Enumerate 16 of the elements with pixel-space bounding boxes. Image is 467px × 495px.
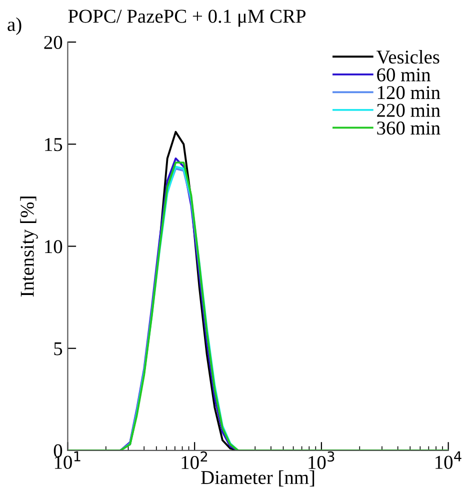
legend-label: 120 min: [378, 86, 440, 100]
y-tick-label: 15: [45, 138, 62, 152]
y-tick-label: 5: [54, 342, 62, 356]
text: a): [8, 17, 22, 35]
x-tick-label: 10$^{2}$: [182, 451, 208, 470]
legend-label: Vesicles: [376, 50, 440, 64]
y-axis-title: Intensity [%]: [20, 196, 38, 297]
legend-label: 360 min: [377, 122, 440, 135]
legend-label: 60 min: [377, 68, 431, 82]
legend-label: 220 min: [377, 104, 440, 117]
y-tick-label: 20: [44, 36, 62, 50]
y-tick-label: 10: [45, 240, 62, 254]
x-axis-title: Diameter [nm]: [201, 470, 314, 487]
x-tick-label: 10$^{4}$: [436, 451, 462, 469]
chart-title: POPC/ PazePC + 0.1 μM CRP: [68, 10, 306, 27]
x-tick-label: 10$^{3}$: [308, 451, 334, 470]
